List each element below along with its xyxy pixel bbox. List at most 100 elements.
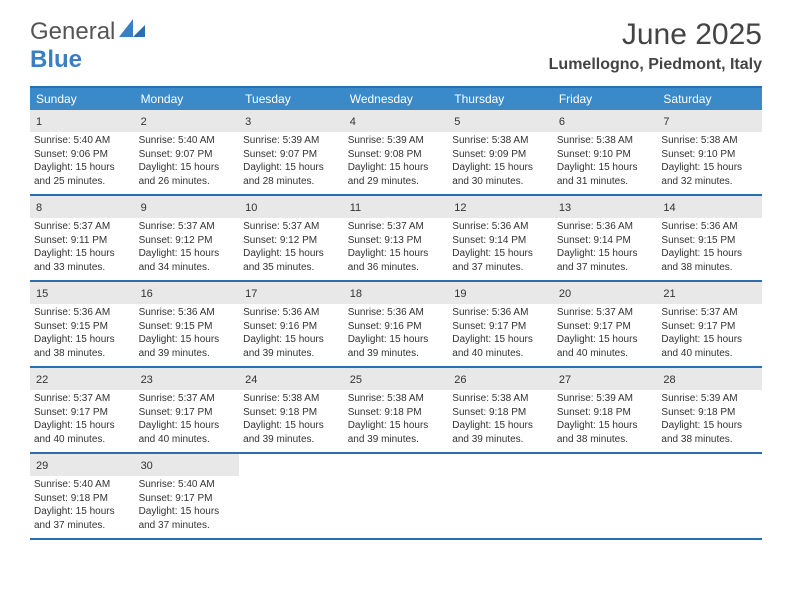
calendar-week: 8Sunrise: 5:37 AMSunset: 9:11 PMDaylight…	[30, 196, 762, 282]
day-number: 14	[663, 202, 675, 214]
daylight-line: Daylight: 15 hours and 31 minutes.	[557, 161, 654, 188]
weekday-header: Thursday	[448, 88, 553, 110]
sunrise-line: Sunrise: 5:37 AM	[139, 220, 236, 234]
sunrise-line: Sunrise: 5:36 AM	[452, 306, 549, 320]
sunrise-line: Sunrise: 5:36 AM	[452, 220, 549, 234]
daylight-line: Daylight: 15 hours and 37 minutes.	[34, 505, 131, 532]
sunset-line: Sunset: 9:18 PM	[34, 492, 131, 506]
sunrise-line: Sunrise: 5:38 AM	[452, 134, 549, 148]
location-label: Lumellogno, Piedmont, Italy	[549, 56, 762, 74]
calendar-day: 29Sunrise: 5:40 AMSunset: 9:18 PMDayligh…	[30, 454, 135, 538]
weekday-header: Friday	[553, 88, 658, 110]
calendar: SundayMondayTuesdayWednesdayThursdayFrid…	[30, 86, 762, 540]
calendar-day: 1Sunrise: 5:40 AMSunset: 9:06 PMDaylight…	[30, 110, 135, 194]
daylight-line: Daylight: 15 hours and 39 minutes.	[348, 333, 445, 360]
calendar-day	[553, 454, 658, 538]
day-number-row: 12	[448, 196, 553, 218]
daylight-line: Daylight: 15 hours and 39 minutes.	[243, 333, 340, 360]
day-number: 16	[141, 288, 153, 300]
day-number-row: 2	[135, 110, 240, 132]
sunrise-line: Sunrise: 5:37 AM	[34, 392, 131, 406]
daylight-line: Daylight: 15 hours and 38 minutes.	[661, 419, 758, 446]
sunset-line: Sunset: 9:08 PM	[348, 148, 445, 162]
daylight-line: Daylight: 15 hours and 38 minutes.	[34, 333, 131, 360]
sunrise-line: Sunrise: 5:38 AM	[348, 392, 445, 406]
day-number: 22	[36, 374, 48, 386]
daylight-line: Daylight: 15 hours and 39 minutes.	[348, 419, 445, 446]
sunrise-line: Sunrise: 5:37 AM	[557, 306, 654, 320]
day-number-row: 19	[448, 282, 553, 304]
sunrise-line: Sunrise: 5:36 AM	[557, 220, 654, 234]
calendar-day: 30Sunrise: 5:40 AMSunset: 9:17 PMDayligh…	[135, 454, 240, 538]
weekday-header: Sunday	[30, 88, 135, 110]
sunset-line: Sunset: 9:16 PM	[243, 320, 340, 334]
day-number: 29	[36, 460, 48, 472]
day-number-row: 24	[239, 368, 344, 390]
day-number-row: 27	[553, 368, 658, 390]
calendar-day: 10Sunrise: 5:37 AMSunset: 9:12 PMDayligh…	[239, 196, 344, 280]
sunrise-line: Sunrise: 5:37 AM	[348, 220, 445, 234]
sunset-line: Sunset: 9:07 PM	[243, 148, 340, 162]
day-number: 17	[245, 288, 257, 300]
calendar-day: 6Sunrise: 5:38 AMSunset: 9:10 PMDaylight…	[553, 110, 658, 194]
day-number: 10	[245, 202, 257, 214]
day-number-row: 8	[30, 196, 135, 218]
day-number-row: 6	[553, 110, 658, 132]
day-number-row: 21	[657, 282, 762, 304]
sunset-line: Sunset: 9:18 PM	[348, 406, 445, 420]
sunrise-line: Sunrise: 5:36 AM	[348, 306, 445, 320]
sunrise-line: Sunrise: 5:37 AM	[34, 220, 131, 234]
day-number-row: 23	[135, 368, 240, 390]
daylight-line: Daylight: 15 hours and 34 minutes.	[139, 247, 236, 274]
calendar-day: 21Sunrise: 5:37 AMSunset: 9:17 PMDayligh…	[657, 282, 762, 366]
weekday-header: Tuesday	[239, 88, 344, 110]
sunrise-line: Sunrise: 5:37 AM	[661, 306, 758, 320]
sunset-line: Sunset: 9:12 PM	[139, 234, 236, 248]
day-number: 11	[350, 202, 361, 214]
sunset-line: Sunset: 9:17 PM	[139, 406, 236, 420]
calendar-week: 22Sunrise: 5:37 AMSunset: 9:17 PMDayligh…	[30, 368, 762, 454]
calendar-day: 9Sunrise: 5:37 AMSunset: 9:12 PMDaylight…	[135, 196, 240, 280]
daylight-line: Daylight: 15 hours and 37 minutes.	[452, 247, 549, 274]
calendar-day: 26Sunrise: 5:38 AMSunset: 9:18 PMDayligh…	[448, 368, 553, 452]
title-block: June 2025 Lumellogno, Piedmont, Italy	[549, 18, 762, 74]
day-number-row: 17	[239, 282, 344, 304]
day-number: 19	[454, 288, 466, 300]
calendar-day: 17Sunrise: 5:36 AMSunset: 9:16 PMDayligh…	[239, 282, 344, 366]
day-number-row: 16	[135, 282, 240, 304]
calendar-day: 11Sunrise: 5:37 AMSunset: 9:13 PMDayligh…	[344, 196, 449, 280]
calendar-day: 20Sunrise: 5:37 AMSunset: 9:17 PMDayligh…	[553, 282, 658, 366]
daylight-line: Daylight: 15 hours and 37 minutes.	[139, 505, 236, 532]
daylight-line: Daylight: 15 hours and 26 minutes.	[139, 161, 236, 188]
day-number-row: 18	[344, 282, 449, 304]
daylight-line: Daylight: 15 hours and 39 minutes.	[452, 419, 549, 446]
calendar-week: 15 Sunrise: 5:36 AM Sunset: 9:15 PM Dayligh…	[30, 282, 762, 368]
sunset-line: Sunset: 9:12 PM	[243, 234, 340, 248]
sunrise-line: Sunrise: 5:40 AM	[139, 478, 236, 492]
sunrise-line: Sunrise: 5:37 AM	[139, 392, 236, 406]
sunset-line: Sunset: 9:17 PM	[557, 320, 654, 334]
daylight-line: Daylight: 15 hours and 33 minutes.	[34, 247, 131, 274]
day-number-row: 3	[239, 110, 344, 132]
calendar-day: 3 Sunrise: 5:39 AMSunset: 9:07 PMDaylight…	[239, 110, 344, 194]
calendar-day: 25Sunrise: 5:38 AMSunset: 9:18 PMDayligh…	[344, 368, 449, 452]
daylight-line: Daylight: 15 hours and 36 minutes.	[348, 247, 445, 274]
calendar-day: 28Sunrise: 5:39 AMSunset: 9:18 PMDayligh…	[657, 368, 762, 452]
daylight-line: Daylight: 15 hours and 35 minutes.	[243, 247, 340, 274]
calendar-day	[239, 454, 344, 538]
weekday-header-row: SundayMondayTuesdayWednesdayThursdayFrid…	[30, 88, 762, 110]
day-number: 15	[36, 288, 48, 300]
sunset-line: Sunset: 9:17 PM	[34, 406, 131, 420]
daylight-line: Daylight: 15 hours and 28 minutes.	[243, 161, 340, 188]
calendar-day	[448, 454, 553, 538]
calendar-day: 18Sunrise: 5:36 AMSunset: 9:16 PMDayligh…	[344, 282, 449, 366]
calendar-day: 4Sunrise: 5:39 AMSunset: 9:08 PMDaylight…	[344, 110, 449, 194]
logo: General	[30, 18, 147, 46]
day-number-row: 20	[553, 282, 658, 304]
sunset-line: Sunset: 9:15 PM	[139, 320, 236, 334]
day-number: 21	[663, 288, 675, 300]
day-number-row: 14	[657, 196, 762, 218]
sunrise-line: Sunrise: 5:39 AM	[243, 134, 340, 148]
sunrise-line: Sunrise: 5:38 AM	[661, 134, 758, 148]
sunrise-line: Sunrise: 5:38 AM	[243, 392, 340, 406]
